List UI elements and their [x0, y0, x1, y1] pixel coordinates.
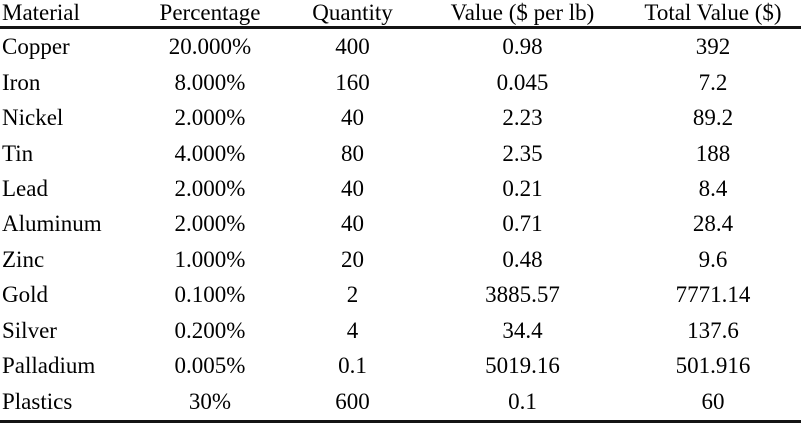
- table-row-silver: Silver 0.200% 4 34.4 137.6: [0, 313, 801, 348]
- value-per-lb-cell: 34.4: [502, 317, 543, 343]
- total-value-cell: 89.2: [692, 105, 734, 131]
- material-name-cell: Plastics: [2, 388, 73, 414]
- percentage-cell: 2.000%: [174, 211, 246, 237]
- column-header-material: Material: [0, 0, 135, 29]
- quantity-cell: 400: [335, 33, 370, 59]
- value-per-lb-cell: 0.98: [502, 33, 543, 59]
- value-per-lb-cell: 0.21: [502, 176, 543, 202]
- table-row-tin: Tin 4.000% 80 2.35 188: [0, 136, 801, 171]
- quantity-cell: 40: [341, 105, 364, 131]
- quantity-cell: 20: [341, 246, 364, 272]
- material-name-cell: Palladium: [2, 353, 96, 379]
- value-per-lb-cell: 0.71: [502, 211, 543, 237]
- total-value-cell: 8.4: [698, 176, 728, 202]
- quantity-cell: 40: [341, 176, 364, 202]
- table-row-zinc: Zinc 1.000% 20 0.48 9.6: [0, 242, 801, 277]
- table-header-row: Material Percentage Quantity Value ($ pe…: [0, 0, 801, 29]
- total-value-cell: 501.916: [675, 353, 751, 379]
- total-value-cell: 7771.14: [675, 282, 751, 308]
- table-row-gold: Gold 0.100% 2 3885.57 7771.14: [0, 278, 801, 313]
- quantity-cell: 80: [341, 140, 364, 166]
- table-row-lead: Lead 2.000% 40 0.21 8.4: [0, 171, 801, 206]
- percentage-cell: 0.005%: [174, 353, 246, 379]
- percentage-cell: 1.000%: [174, 246, 246, 272]
- total-value-cell: 9.6: [698, 246, 728, 272]
- material-name-cell: Iron: [2, 69, 41, 95]
- total-value-cell: 7.2: [698, 69, 728, 95]
- material-name-cell: Tin: [2, 140, 34, 166]
- quantity-cell: 4: [346, 317, 359, 343]
- quantity-cell: 160: [335, 69, 370, 95]
- value-per-lb-cell: 0.045: [496, 69, 549, 95]
- material-name-cell: Copper: [2, 33, 70, 59]
- percentage-cell: 2.000%: [174, 105, 246, 131]
- material-name-cell: Aluminum: [2, 211, 102, 237]
- value-per-lb-cell: 3885.57: [485, 282, 560, 308]
- percentage-cell: 30%: [188, 388, 232, 414]
- table-row-copper: Copper 20.000% 400 0.98 392: [0, 28, 801, 65]
- value-per-lb-cell: 2.23: [502, 105, 543, 131]
- quantity-cell: 600: [335, 388, 370, 414]
- material-name-cell: Lead: [2, 176, 48, 202]
- value-per-lb-cell: 2.35: [502, 140, 543, 166]
- column-header-quantity: Quantity: [285, 0, 420, 29]
- value-per-lb-cell: 5019.16: [485, 353, 560, 379]
- percentage-cell: 20.000%: [168, 33, 252, 59]
- percentage-cell: 4.000%: [174, 140, 246, 166]
- material-name-cell: Gold: [2, 282, 48, 308]
- total-value-cell: 188: [695, 140, 731, 166]
- column-header-percentage: Percentage: [135, 0, 285, 29]
- table-row-nickel: Nickel 2.000% 40 2.23 89.2: [0, 100, 801, 135]
- quantity-cell: 40: [341, 211, 364, 237]
- percentage-cell: 0.100%: [174, 282, 246, 308]
- column-header-value-per-lb: Value ($ per lb): [420, 0, 625, 29]
- percentage-cell: 2.000%: [174, 176, 246, 202]
- quantity-cell: 0.1: [338, 353, 367, 379]
- table-row-aluminum: Aluminum 2.000% 40 0.71 28.4: [0, 207, 801, 242]
- percentage-cell: 8.000%: [174, 69, 246, 95]
- percentage-cell: 0.200%: [174, 317, 246, 343]
- material-name-cell: Zinc: [2, 246, 45, 272]
- value-per-lb-cell: 0.48: [502, 246, 543, 272]
- total-value-cell: 60: [701, 388, 725, 414]
- column-header-total-value: Total Value ($): [625, 0, 801, 29]
- total-value-cell: 392: [695, 33, 731, 59]
- material-name-cell: Silver: [2, 317, 57, 343]
- total-value-cell: 28.4: [692, 211, 734, 237]
- total-value-cell: 137.6: [687, 317, 739, 343]
- table-row-plastics: Plastics 30% 600 0.1 60: [0, 384, 801, 422]
- value-per-lb-cell: 0.1: [508, 388, 537, 414]
- material-name-cell: Nickel: [2, 105, 64, 131]
- table-row-palladium: Palladium 0.005% 0.1 5019.16 501.916: [0, 348, 801, 383]
- table-row-iron: Iron 8.000% 160 0.045 7.2: [0, 65, 801, 100]
- quantity-cell: 2: [346, 282, 359, 308]
- table-body: Copper 20.000% 400 0.98 392 Iron 8.000% …: [0, 28, 801, 422]
